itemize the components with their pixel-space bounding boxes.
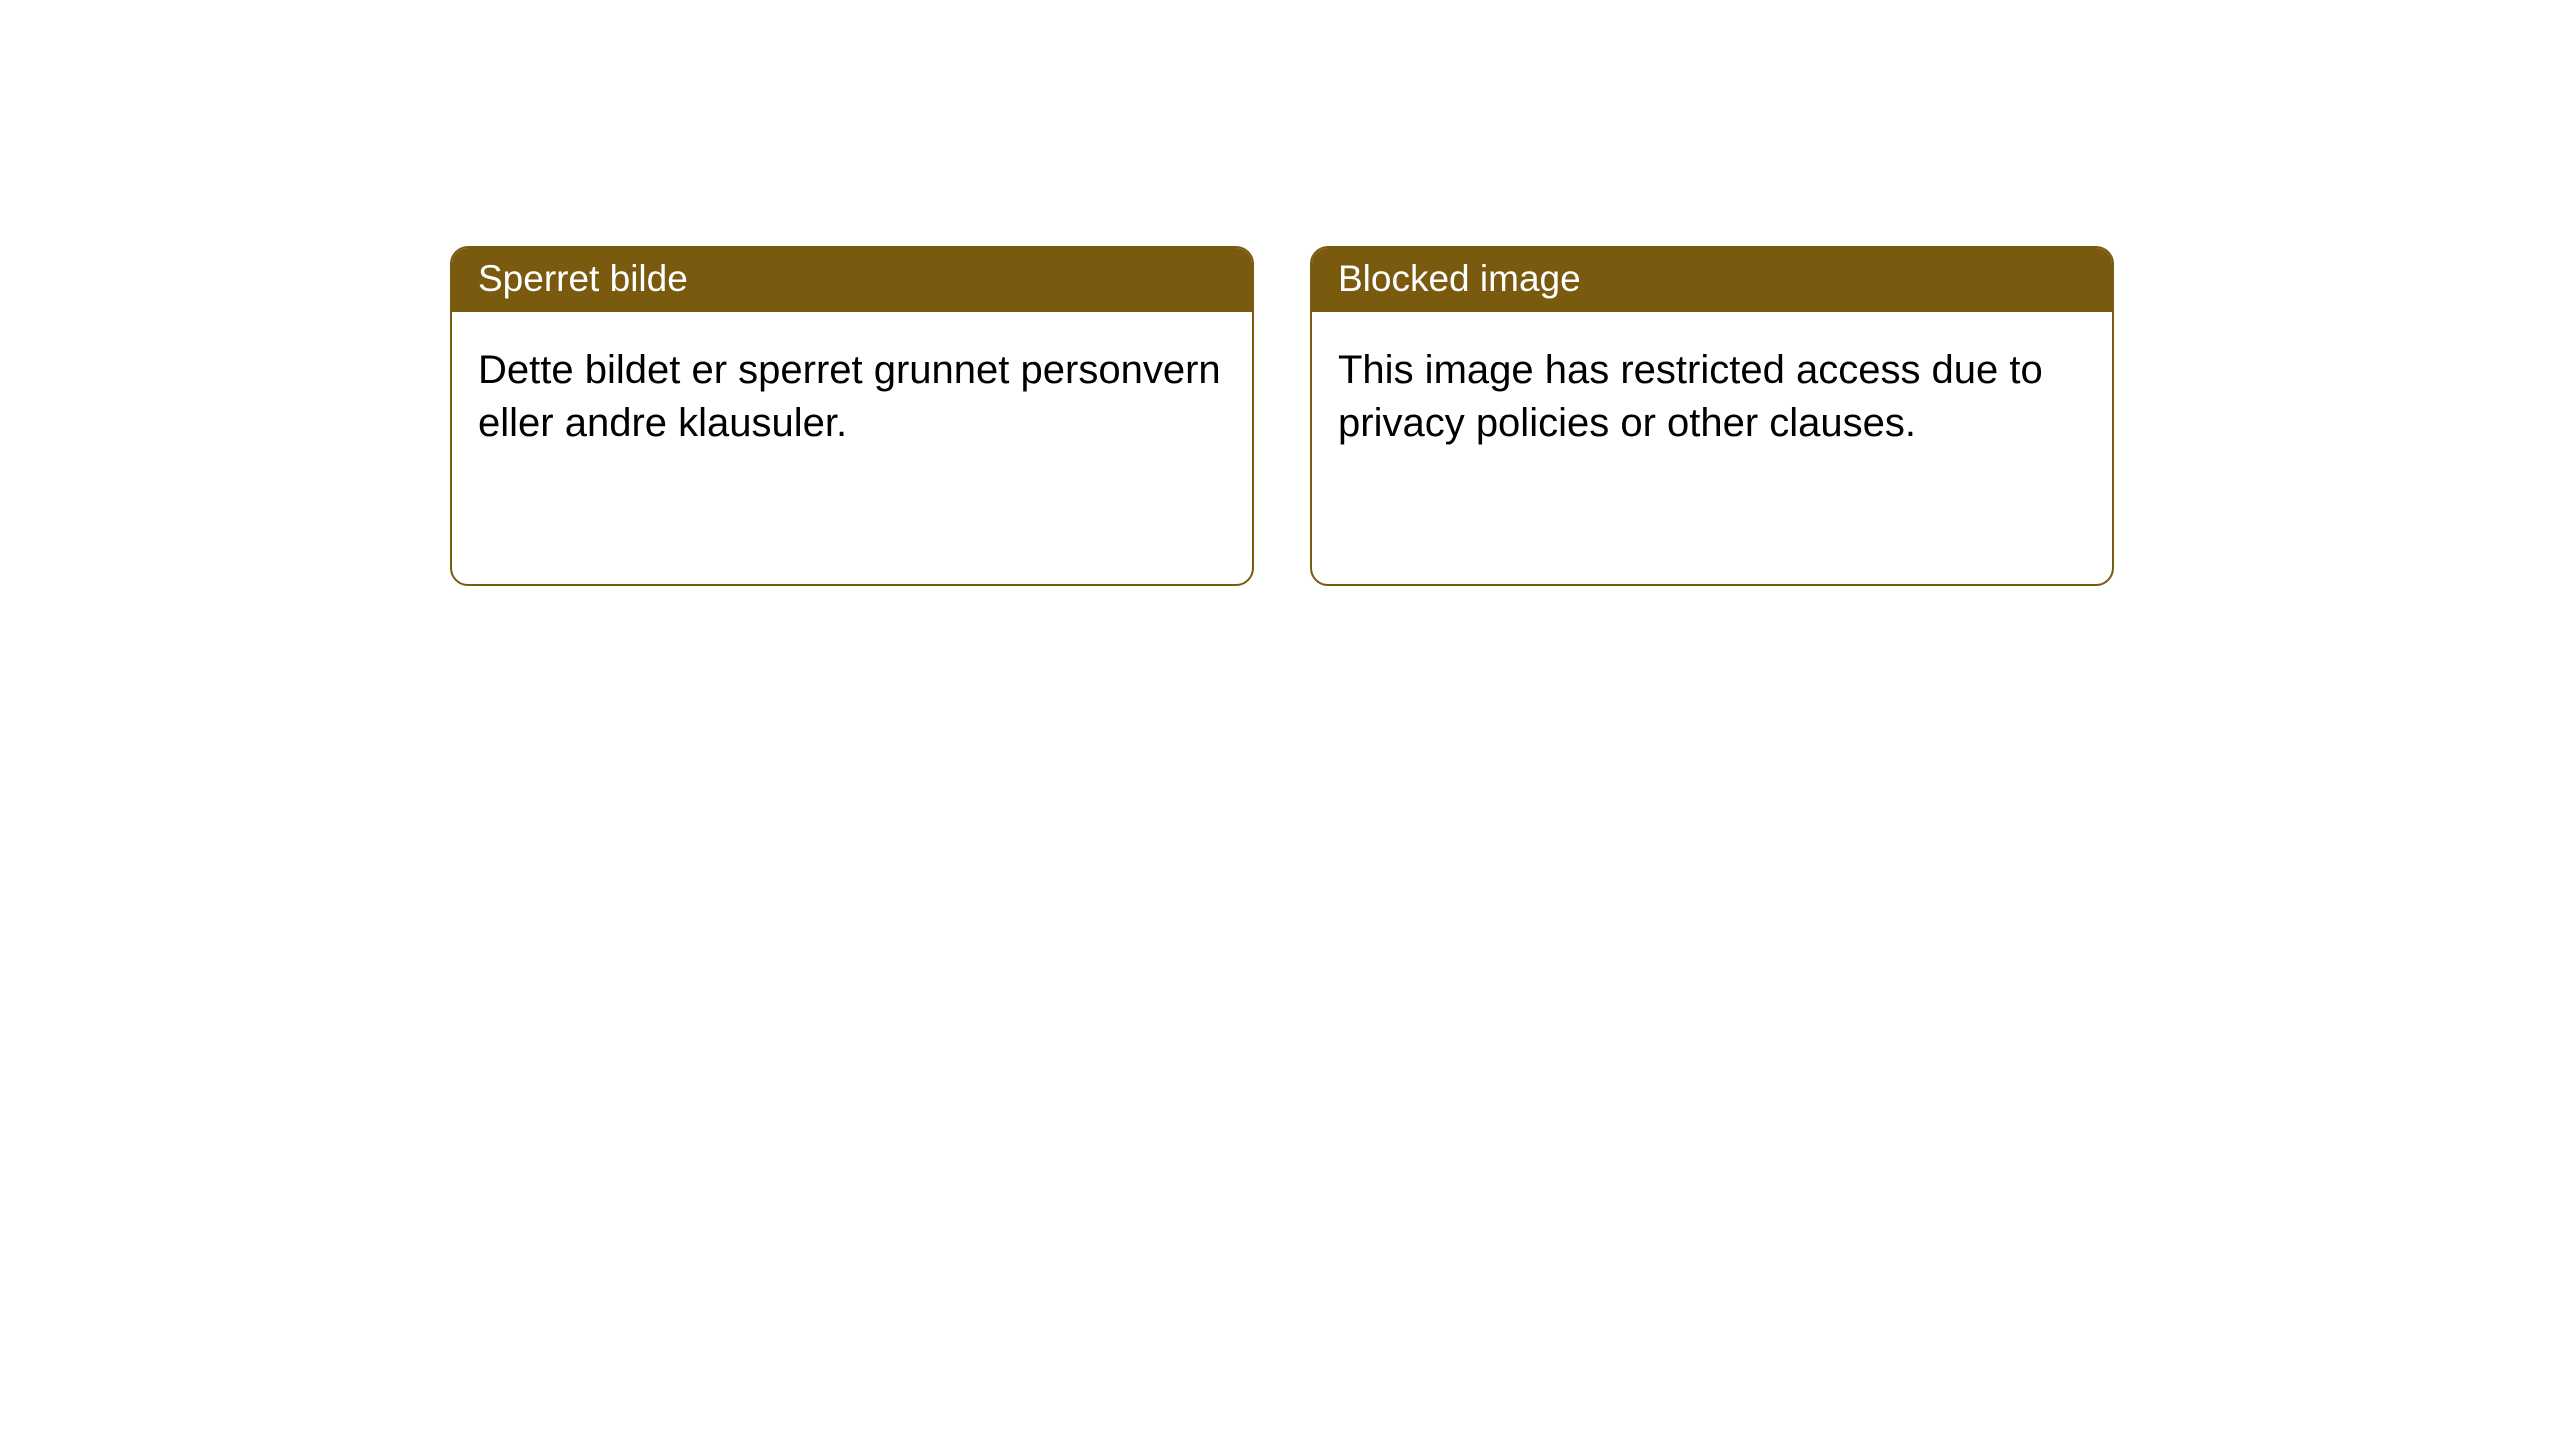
notice-body-text: Dette bildet er sperret grunnet personve… <box>478 348 1221 445</box>
notice-header-text: Blocked image <box>1338 258 1581 299</box>
notice-header: Sperret bilde <box>452 248 1252 312</box>
notice-header: Blocked image <box>1312 248 2112 312</box>
notice-card-english: Blocked image This image has restricted … <box>1310 246 2114 586</box>
notice-body: This image has restricted access due to … <box>1312 312 2112 584</box>
notice-body-text: This image has restricted access due to … <box>1338 348 2043 445</box>
notice-header-text: Sperret bilde <box>478 258 688 299</box>
notice-body: Dette bildet er sperret grunnet personve… <box>452 312 1252 584</box>
notice-card-norwegian: Sperret bilde Dette bildet er sperret gr… <box>450 246 1254 586</box>
notice-container: Sperret bilde Dette bildet er sperret gr… <box>450 246 2114 586</box>
